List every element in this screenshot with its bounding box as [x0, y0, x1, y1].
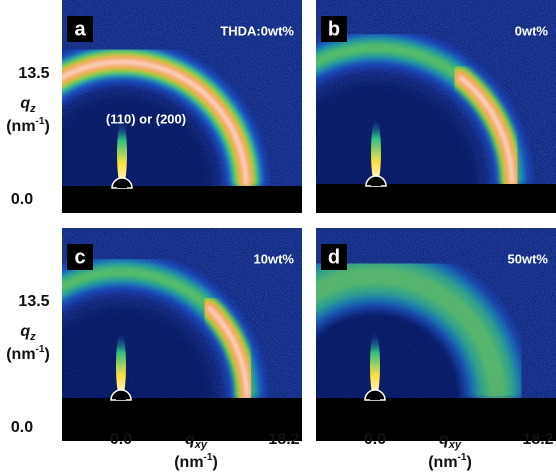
- panel-label: 0wt%: [515, 23, 549, 38]
- horizon: [62, 398, 302, 441]
- pattern: [316, 0, 556, 213]
- y-tick-label: 0.0: [11, 191, 33, 208]
- subscript: xy: [448, 439, 462, 451]
- axis-symbol: qxy: [185, 431, 208, 451]
- y-tick-label: 0.0: [11, 419, 33, 436]
- panel-label: 10wt%: [254, 251, 295, 266]
- unit-sup: -1: [36, 344, 45, 355]
- y-tick-label: 13.5: [18, 293, 49, 310]
- axis-symbol: qz: [20, 323, 36, 343]
- panel: d 50wt%: [316, 228, 556, 441]
- inner-dark: [316, 78, 482, 213]
- beam-streak: [370, 332, 380, 400]
- unit: ): [466, 454, 471, 471]
- subscript: z: [29, 331, 36, 343]
- unit: ): [44, 118, 49, 135]
- x-tick-label: 18.2: [522, 431, 553, 448]
- panel-letter: a: [74, 18, 86, 40]
- panel-letter: d: [328, 246, 340, 268]
- symbol: q: [20, 95, 30, 112]
- panel-label: THDA:0wt%: [220, 23, 294, 38]
- axis-unit: (nm-1): [6, 116, 50, 136]
- pattern: [62, 228, 302, 441]
- panel-letter: c: [74, 246, 85, 268]
- beam-streak: [116, 332, 126, 400]
- panel: b 0wt%: [316, 0, 556, 213]
- inner-dark: [62, 92, 216, 213]
- beam-stop-core: [370, 394, 380, 400]
- y-tick-label: 13.5: [18, 65, 49, 82]
- pattern: [62, 0, 302, 213]
- unit-sup: -1: [458, 452, 467, 463]
- pattern: [316, 228, 556, 441]
- panel-letter-box: [67, 244, 93, 270]
- x-tick-label: 0.0: [110, 431, 132, 448]
- panel-label: 50wt%: [508, 251, 549, 266]
- x-tick-label: 18.2: [268, 431, 299, 448]
- panel-letter-box: [321, 244, 347, 270]
- beam-streak: [117, 120, 127, 188]
- symbol: q: [185, 431, 195, 448]
- unit: (nm: [428, 454, 457, 471]
- unit-sup: -1: [204, 452, 213, 463]
- ring: [316, 266, 507, 399]
- horizon: [62, 186, 302, 213]
- ring: [62, 59, 249, 187]
- subscript: xy: [194, 439, 208, 451]
- panel-letter: b: [328, 18, 340, 40]
- axis-symbol: qxy: [439, 431, 462, 451]
- unit: ): [44, 346, 49, 363]
- beam-stop-core: [117, 182, 127, 188]
- unit: (nm: [6, 118, 35, 135]
- annotation: (110) or (200): [106, 111, 186, 126]
- panel: a THDA:0wt% (110) or (200): [62, 0, 302, 213]
- horizon: [316, 398, 556, 441]
- beam-stop-core: [116, 394, 126, 400]
- ring-hot: [205, 304, 250, 401]
- subscript: z: [29, 103, 36, 115]
- unit: (nm: [6, 346, 35, 363]
- horizon: [316, 184, 556, 213]
- axis-unit: (nm-1): [174, 452, 218, 472]
- beam-stop-core: [371, 180, 381, 186]
- unit: ): [212, 454, 217, 471]
- axis-symbol: qz: [20, 95, 36, 115]
- panel-letter-box: [67, 16, 93, 42]
- unit-sup: -1: [36, 116, 45, 127]
- panel: c 10wt%: [62, 228, 302, 441]
- axis-unit: (nm-1): [6, 344, 50, 364]
- panel-letter-box: [321, 16, 347, 42]
- x-tick-label: 0.0: [364, 431, 386, 448]
- beam-streak: [371, 118, 381, 186]
- unit: (nm: [174, 454, 203, 471]
- axis-unit: (nm-1): [428, 452, 472, 472]
- symbol: q: [20, 323, 30, 340]
- symbol: q: [439, 431, 449, 448]
- ring-hot: [456, 73, 515, 187]
